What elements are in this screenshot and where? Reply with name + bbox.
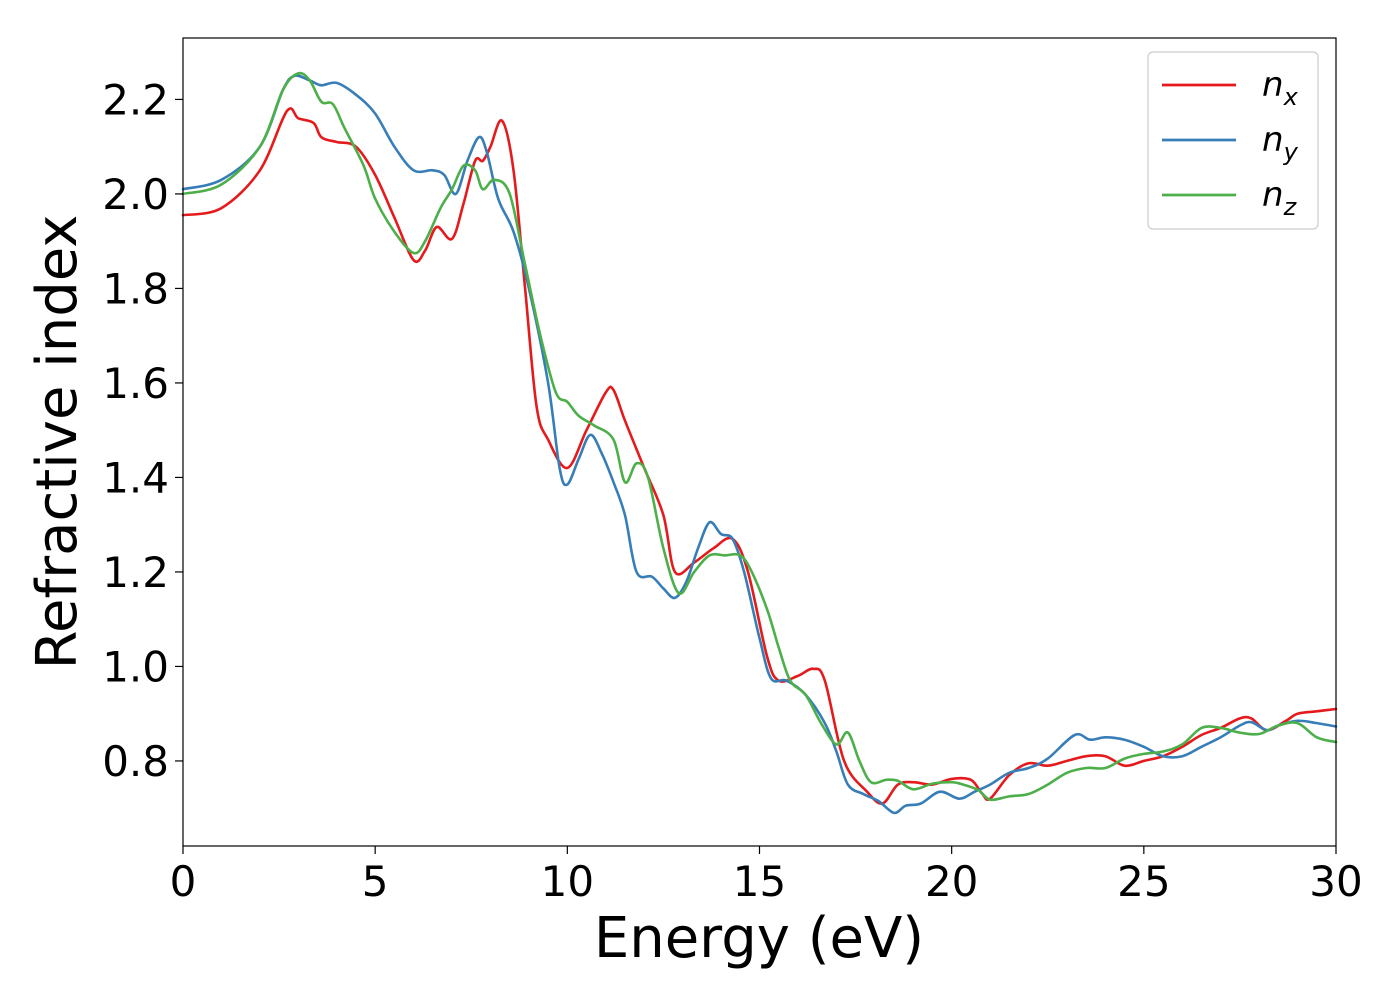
x-axis-ticks: 0 5 10 15 20 25 30 bbox=[170, 846, 1363, 906]
series-line-nx bbox=[181, 107, 1338, 805]
legend-label-nx: nx bbox=[1262, 65, 1299, 111]
y-axis-ticks: 0.8 1.0 1.2 1.4 1.6 1.8 2.0 2.2 bbox=[102, 75, 183, 786]
x-tick-label: 0 bbox=[170, 857, 197, 906]
x-tick-label: 5 bbox=[362, 857, 389, 906]
x-axis-label: Energy (eV) bbox=[594, 906, 924, 971]
legend-label-nz: nz bbox=[1262, 175, 1298, 221]
series-line-nz bbox=[181, 71, 1338, 802]
y-tick-label: 1.2 bbox=[102, 548, 169, 597]
x-tick-label: 15 bbox=[733, 857, 786, 906]
series-line-ny bbox=[181, 74, 1338, 815]
series-lines bbox=[181, 71, 1338, 815]
x-tick-label: 30 bbox=[1309, 857, 1362, 906]
y-tick-label: 1.6 bbox=[102, 359, 169, 408]
y-tick-label: 0.8 bbox=[102, 737, 169, 786]
y-tick-label: 1.4 bbox=[102, 453, 169, 502]
x-tick-label: 10 bbox=[541, 857, 594, 906]
y-tick-label: 1.8 bbox=[102, 264, 169, 313]
y-axis-label: Refractive index bbox=[25, 215, 90, 670]
x-tick-label: 25 bbox=[1117, 857, 1170, 906]
y-tick-label: 2.0 bbox=[102, 170, 169, 219]
y-tick-label: 2.2 bbox=[102, 75, 169, 124]
x-tick-label: 20 bbox=[925, 857, 978, 906]
legend: nx ny nz bbox=[1147, 51, 1319, 230]
y-tick-label: 1.0 bbox=[102, 642, 169, 691]
legend-label-ny: ny bbox=[1262, 120, 1299, 166]
